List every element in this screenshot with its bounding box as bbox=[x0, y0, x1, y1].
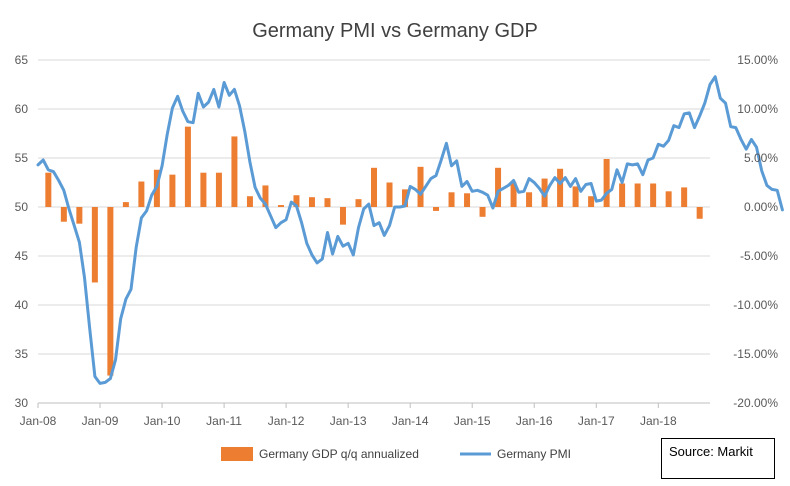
gdp-bar bbox=[76, 207, 83, 224]
y-left-tick-label: 65 bbox=[15, 53, 29, 67]
gdp-bar bbox=[448, 192, 455, 207]
y-right-tick-label: -10.00% bbox=[733, 298, 778, 312]
legend-pmi-label: Germany PMI bbox=[497, 447, 571, 461]
gdp-bar bbox=[603, 158, 610, 207]
x-tick-label: Jan-10 bbox=[144, 414, 181, 428]
gdp-bar bbox=[45, 172, 52, 207]
y-right-tick-label: -20.00% bbox=[733, 396, 778, 410]
source-box-border bbox=[661, 438, 775, 479]
y-right-tick-label: -15.00% bbox=[733, 347, 778, 361]
gdp-bar bbox=[417, 166, 424, 207]
gdp-bar bbox=[402, 189, 409, 207]
gdp-bar bbox=[355, 199, 362, 207]
axes bbox=[37, 402, 710, 408]
legend-gdp-swatch bbox=[221, 447, 253, 461]
y-right-tick-label: -5.00% bbox=[740, 249, 778, 263]
gdp-bar bbox=[510, 182, 517, 207]
gdp-bar bbox=[231, 136, 238, 207]
gdp-bar bbox=[495, 167, 502, 207]
gdp-bar bbox=[665, 191, 672, 207]
x-tick-label: Jan-14 bbox=[392, 414, 429, 428]
gdp-bar bbox=[324, 198, 331, 207]
gdp-bar bbox=[588, 196, 595, 207]
gdp-bar bbox=[433, 207, 440, 211]
x-tick-label: Jan-18 bbox=[640, 414, 677, 428]
source-box: Source: Markit bbox=[661, 438, 775, 479]
x-tick-label: Jan-15 bbox=[454, 414, 491, 428]
gdp-bar bbox=[308, 197, 315, 207]
x-tick-label: Jan-09 bbox=[82, 414, 119, 428]
gdp-bar bbox=[526, 192, 533, 207]
y-right-tick-label: 10.00% bbox=[737, 102, 778, 116]
x-tick-label: Jan-11 bbox=[206, 414, 242, 428]
gdp-bar bbox=[215, 172, 222, 207]
gdp-bar bbox=[339, 207, 346, 225]
y-left-tick-label: 55 bbox=[15, 151, 29, 165]
gdp-bar bbox=[262, 185, 269, 207]
y-left-tick-label: 60 bbox=[15, 102, 29, 116]
gdp-bar bbox=[619, 183, 626, 207]
x-tick-label: Jan-16 bbox=[516, 414, 553, 428]
gdp-bar bbox=[122, 202, 129, 207]
x-tick-label: Jan-17 bbox=[578, 414, 615, 428]
gdp-bar bbox=[634, 183, 641, 207]
legend-gdp-label: Germany GDP q/q annualized bbox=[259, 447, 419, 461]
gdp-bar bbox=[681, 187, 688, 207]
gdp-bar bbox=[107, 207, 114, 376]
x-tick-label: Jan-12 bbox=[268, 414, 305, 428]
gdp-bar bbox=[557, 168, 564, 207]
pmi-line bbox=[36, 75, 784, 385]
gdp-bar bbox=[293, 195, 300, 207]
gdp-bar bbox=[650, 183, 657, 207]
gdp-bar bbox=[91, 207, 98, 283]
gdp-bar bbox=[138, 181, 145, 207]
gridlines bbox=[38, 59, 710, 355]
pmi-line-series bbox=[36, 75, 784, 385]
y-right-tick-label: 0.00% bbox=[744, 200, 778, 214]
x-tick-label: Jan-08 bbox=[20, 414, 57, 428]
source-label: Source: Markit bbox=[669, 444, 753, 459]
gdp-bar bbox=[277, 205, 284, 207]
tick-labels: 30 35 40 45 50 55 60 65 -20.00% -15.00% -10.00% -5.… bbox=[15, 53, 779, 428]
gdp-bar bbox=[200, 172, 207, 207]
y-left-tick-label: 30 bbox=[15, 396, 29, 410]
y-left-tick-label: 45 bbox=[15, 249, 29, 263]
gdp-bar bbox=[371, 167, 377, 207]
y-left-tick-label: 50 bbox=[15, 200, 29, 214]
legend: Germany GDP q/q annualized Germany PMI bbox=[221, 447, 571, 461]
gdp-bar bbox=[60, 207, 67, 222]
y-left-tick-label: 35 bbox=[15, 347, 29, 361]
x-tick-label: Jan-13 bbox=[330, 414, 367, 428]
gdp-bar bbox=[479, 207, 486, 217]
gdp-bar bbox=[464, 193, 471, 207]
y-right-tick-label: 15.00% bbox=[737, 53, 778, 67]
gdp-bar bbox=[386, 182, 393, 207]
gdp-bar bbox=[696, 207, 703, 219]
y-right-tick-label: 5.00% bbox=[744, 151, 778, 165]
chart-title: Germany PMI vs Germany GDP bbox=[252, 20, 538, 42]
gdp-bar bbox=[169, 174, 176, 207]
gdp-bar bbox=[572, 186, 579, 207]
gdp-bar bbox=[184, 126, 191, 207]
y-left-tick-label: 40 bbox=[15, 298, 29, 312]
gdp-bar bbox=[246, 196, 253, 207]
